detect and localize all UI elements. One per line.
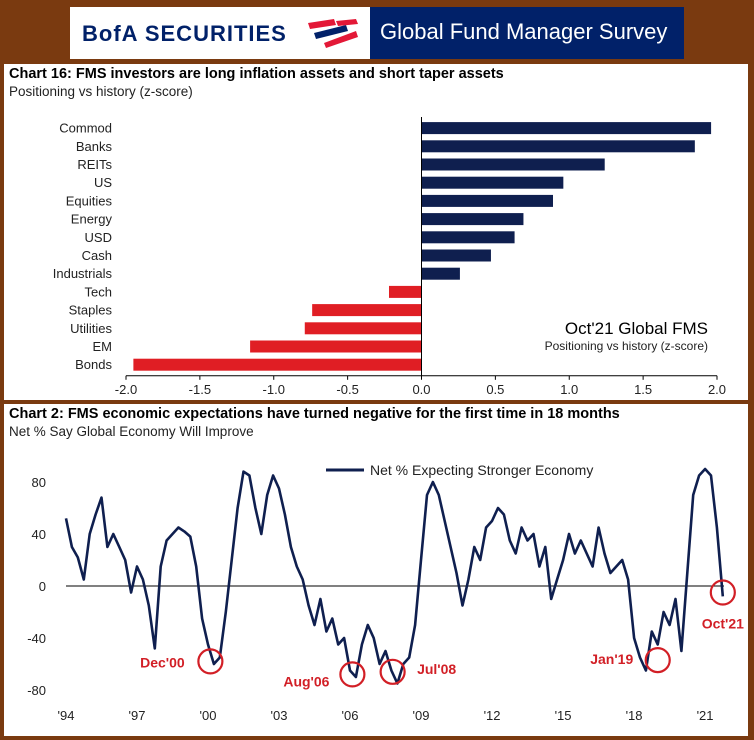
y-tick-label: 80 (32, 475, 46, 490)
bar-banks (421, 140, 695, 153)
x-tick-label: '18 (626, 708, 643, 723)
y-tick-label: -80 (27, 683, 46, 698)
annotation-circle (709, 579, 736, 606)
bar-staples (312, 304, 422, 317)
y-tick-label: 0 (39, 579, 46, 594)
category-label: Bonds (75, 357, 112, 372)
x-tick-label: -1.0 (263, 382, 285, 397)
chart16-title: Chart 16: FMS investors are long inflati… (9, 66, 504, 82)
x-tick-label: 2.0 (708, 382, 726, 397)
category-label: REITs (77, 157, 112, 172)
annotation-circle (339, 661, 366, 688)
chart16-inset-title: Oct'21 Global FMS (565, 319, 708, 338)
bar-us (421, 176, 564, 189)
bar-em (250, 340, 422, 353)
bar-equities (421, 194, 553, 207)
bar-reits (421, 158, 605, 171)
chart2-panel: Chart 2: FMS economic expectations have … (4, 404, 748, 736)
chart16-panel: Chart 16: FMS investors are long inflati… (4, 64, 748, 400)
banner: BofA SECURITIES Global Fund Manager Surv… (70, 7, 684, 59)
category-label: Equities (66, 193, 113, 208)
category-label: EM (93, 339, 113, 354)
x-tick-label: '21 (697, 708, 714, 723)
annotation-label: Dec'00 (140, 654, 185, 670)
bar-tech (388, 285, 422, 298)
x-tick-label: 0.5 (486, 382, 504, 397)
category-label: Utilities (70, 321, 112, 336)
bar-commod (421, 122, 712, 135)
bar-bonds (133, 358, 422, 371)
x-tick-label: '97 (129, 708, 146, 723)
bar-cash (421, 249, 491, 262)
bofa-flag-icon (308, 19, 358, 48)
category-label: Cash (82, 248, 112, 263)
category-label: Industrials (53, 266, 113, 281)
chart16-bar-chart: Oct'21 Global FMS Positioning vs history… (53, 117, 726, 397)
category-label: Commod (59, 121, 112, 136)
x-tick-label: '03 (271, 708, 288, 723)
x-tick-label: 1.5 (634, 382, 652, 397)
category-label: US (94, 175, 112, 190)
x-tick-label: -2.0 (115, 382, 137, 397)
x-tick-label: '12 (484, 708, 501, 723)
x-tick-label: '15 (555, 708, 572, 723)
category-label: Energy (71, 212, 113, 227)
y-tick-label: -40 (27, 631, 46, 646)
chart16-inset-subtitle: Positioning vs history (z-score) (545, 339, 708, 353)
annotation-label: Aug'06 (283, 673, 329, 689)
chart2-title: Chart 2: FMS economic expectations have … (9, 406, 620, 422)
category-label: Tech (85, 284, 112, 299)
x-tick-label: '94 (58, 708, 75, 723)
annotation-circle (379, 658, 406, 685)
survey-title: Global Fund Manager Survey (380, 19, 668, 44)
category-label: Banks (76, 139, 113, 154)
category-label: USD (85, 230, 112, 245)
annotation-label: Jan'19 (590, 651, 633, 667)
x-tick-label: '09 (413, 708, 430, 723)
bar-utilities (304, 322, 422, 335)
x-tick-label: 0.0 (412, 382, 430, 397)
annotation-label: Jul'08 (417, 661, 456, 677)
bar-usd (421, 231, 515, 244)
survey-banner: Global Fund Manager Survey (370, 7, 684, 59)
chart2-line-chart: 80 40 0 -40 -80 '94 '97 '00 '03 '06 '09 '12 '15 '18 '2… (27, 462, 744, 723)
x-tick-label: '06 (342, 708, 359, 723)
y-tick-label: 40 (32, 527, 46, 542)
x-tick-label: -1.5 (189, 382, 211, 397)
annotation-circle (644, 647, 671, 674)
x-tick-label: -0.5 (336, 382, 358, 397)
bar-energy (421, 213, 524, 226)
series-line (64, 467, 725, 685)
category-label: Staples (69, 303, 113, 318)
x-tick-label: '00 (200, 708, 217, 723)
bar-industrials (421, 267, 460, 280)
annotation-label: Oct'21 (702, 616, 744, 632)
x-tick-label: 1.0 (560, 382, 578, 397)
chart16-subtitle: Positioning vs history (z-score) (9, 84, 193, 99)
legend-label: Net % Expecting Stronger Economy (370, 462, 593, 478)
logo-text: BofA SECURITIES (82, 21, 287, 46)
annotation-circle (197, 648, 224, 675)
chart2-subtitle: Net % Say Global Economy Will Improve (9, 424, 254, 439)
